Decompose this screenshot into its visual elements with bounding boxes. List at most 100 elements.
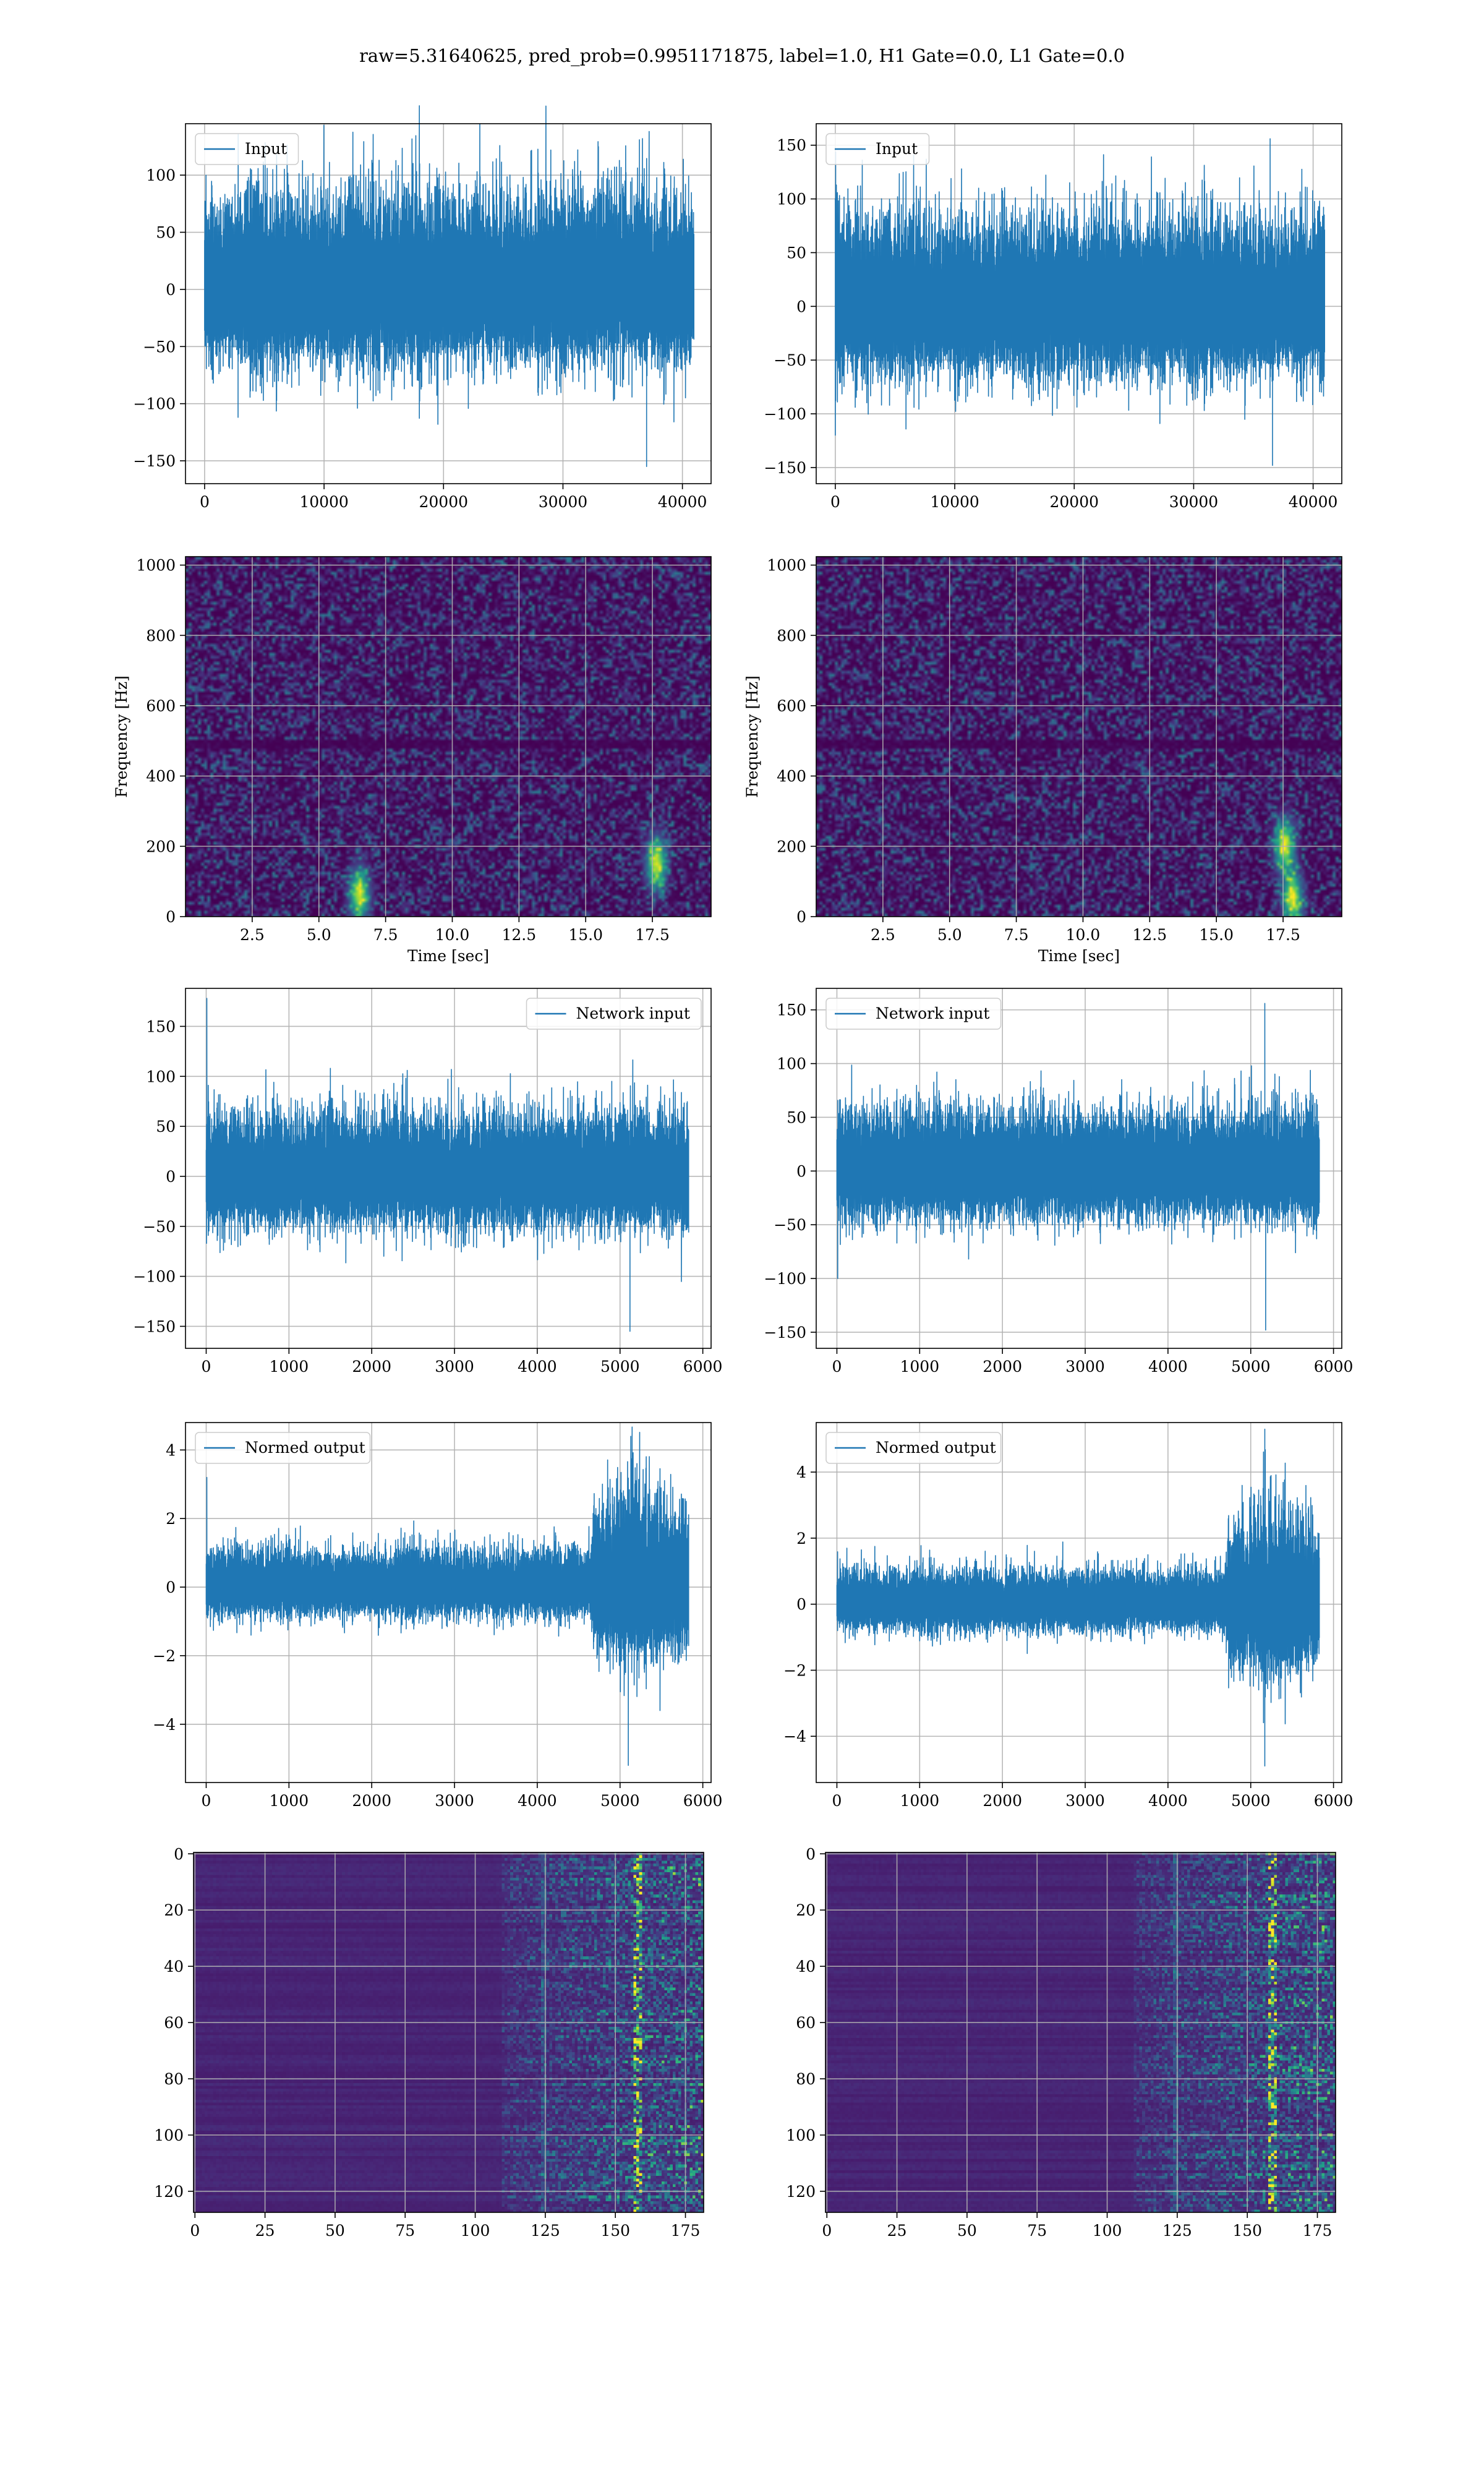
normed-h1-xtick-label-1: 1000 [270, 1792, 309, 1810]
normed-l1-xtick-label-4: 4000 [1148, 1792, 1188, 1810]
normed-h1-axes: 0 1000 2000 3000 4000 5000 6000 −4 −2 0 2 4 Normed o… [153, 1422, 723, 1810]
normed-l1-frame [816, 1422, 1342, 1783]
normed-h1-xtick-label-3: 3000 [435, 1792, 474, 1810]
spec-h1-ytick-label-4: 800 [146, 627, 176, 644]
features-h1-frame [193, 1852, 704, 2213]
netinput-h1-ytick-label-4: 50 [156, 1118, 176, 1136]
features-l1-ytick-label-2: 40 [796, 1958, 816, 1975]
spec-h1-xtick-label-3: 10.0 [435, 926, 470, 944]
spec-h1-xlabel: Time [sec] [407, 947, 489, 965]
normed-l1-xtick-label-0: 0 [832, 1792, 842, 1810]
input-h1-ytick-label-4: 50 [156, 224, 176, 242]
features-l1-ytick-label-6: 120 [786, 2183, 816, 2201]
netinput-l1-xtick-label-4: 4000 [1148, 1358, 1188, 1376]
features-h1-xtick-label-0: 0 [190, 2222, 200, 2240]
input-l1-xtick-label-2: 20000 [1050, 493, 1099, 511]
netinput-l1-axes: 0 1000 2000 3000 4000 5000 6000 −150 −100 −50 0 50 1… [764, 988, 1353, 1376]
spec-l1-ylabel: Frequency [Hz] [743, 675, 761, 798]
spec-h1-xtick-label-1: 5.0 [307, 926, 331, 944]
netinput-h1-xtick-label-3: 3000 [435, 1358, 474, 1376]
spec-h1-xtick-label-4: 12.5 [502, 926, 537, 944]
spec-l1-xlabel: Time [sec] [1038, 947, 1120, 965]
normed-l1-ytick-label-4: 4 [796, 1463, 806, 1481]
netinput-l1-xtick-label-0: 0 [832, 1358, 842, 1376]
input-l1-axes: 0 10000 20000 30000 40000 −150 −100 −50 0 50 100 15… [764, 123, 1342, 511]
input-h1-ytick-label-3: 0 [166, 281, 176, 299]
normed-h1-xtick-label-5: 5000 [600, 1792, 640, 1810]
netinput-h1-ytick-label-1: −100 [133, 1268, 176, 1286]
netinput-h1-ytick-label-0: −150 [133, 1317, 176, 1335]
spec-l1-xtick-label-5: 15.0 [1199, 926, 1234, 944]
netinput-h1-axes: 0 1000 2000 3000 4000 5000 6000 −150 −100 −50 0 50 1… [133, 988, 722, 1376]
spec-l1-ytick-label-2: 400 [777, 768, 806, 785]
normed-h1-legend-box [195, 1432, 371, 1464]
normed-h1-ytick-label-3: 2 [166, 1510, 176, 1528]
input-l1-xtick-label-0: 0 [830, 493, 840, 511]
input-h1-axes: 0 10000 20000 30000 40000 −150 −100 −50 0 50 100 In… [133, 105, 712, 511]
features-l1-xtick-label-7: 175 [1303, 2222, 1333, 2240]
features-h1-ytick-label-1: 20 [164, 1901, 184, 1919]
netinput-h1-xtick-label-1: 1000 [270, 1358, 309, 1376]
normed-h1-series-line [205, 1426, 689, 1766]
netinput-l1-xtick-label-1: 1000 [900, 1358, 940, 1376]
features-l1-xtick-label-6: 150 [1232, 2222, 1262, 2240]
normed-l1-xtick-label-5: 5000 [1231, 1792, 1271, 1810]
features-h1-ytick-label-6: 120 [154, 2183, 184, 2201]
spec-h1-ytick-label-3: 600 [146, 697, 176, 715]
input-h1-ytick-label-5: 100 [146, 166, 176, 184]
netinput-h1-ytick-label-6: 150 [146, 1017, 176, 1035]
features-h1-ytick-label-2: 40 [164, 1958, 184, 1975]
spec-h1-axes: 2.5 5.0 7.5 10.0 12.5 15.0 17.5 0 200 400 600 800 10… [113, 556, 712, 965]
normed-h1-xtick-label-0: 0 [202, 1792, 211, 1810]
features-l1-ytick-label-5: 100 [786, 2126, 816, 2144]
spec-l1-ytick-label-1: 200 [777, 837, 806, 855]
features-h1-ytick-label-5: 100 [154, 2126, 184, 2144]
netinput-l1-xtick-label-3: 3000 [1065, 1358, 1105, 1376]
features-h1-ytick-label-3: 60 [164, 2014, 184, 2032]
netinput-l1-ytick-label-2: −50 [774, 1216, 806, 1234]
spec-l1-xtick-label-6: 17.5 [1266, 926, 1300, 944]
features-l1-ytick-label-3: 60 [796, 2014, 816, 2032]
features-l1-xtick-label-0: 0 [822, 2222, 832, 2240]
spec-h1-ylabel: Frequency [Hz] [113, 675, 130, 798]
input-h1-legend-label: Input [245, 140, 287, 158]
netinput-h1-legend-box [526, 998, 702, 1030]
features-l1-axes: 0 25 50 75 100 125 150 175 0 20 40 60 80 100 120 [786, 1845, 1336, 2240]
features-l1-xtick-label-3: 75 [1027, 2222, 1047, 2240]
netinput-h1-ytick-label-3: 0 [166, 1168, 176, 1186]
netinput-l1-xtick-label-6: 6000 [1314, 1358, 1354, 1376]
input-l1-ytick-label-4: 50 [787, 244, 806, 262]
features-h1-xtick-label-1: 25 [255, 2222, 275, 2240]
features-l1-frame [825, 1852, 1336, 2213]
netinput-h1-xtick-label-4: 4000 [518, 1358, 557, 1376]
netinput-l1-series-line [836, 1003, 1320, 1331]
features-h1-xtick-label-7: 175 [671, 2222, 701, 2240]
netinput-h1-xtick-label-6: 6000 [683, 1358, 723, 1376]
normed-h1-frame [185, 1422, 712, 1783]
input-l1-ytick-label-1: −100 [764, 405, 806, 423]
netinput-l1-xtick-label-5: 5000 [1231, 1358, 1271, 1376]
spec-l1-ytick-label-5: 1000 [767, 557, 806, 575]
normed-l1-xtick-label-1: 1000 [900, 1792, 940, 1810]
spec-h1-ytick-label-2: 400 [146, 768, 176, 785]
normed-h1-xtick-label-4: 4000 [518, 1792, 557, 1810]
normed-l1-xtick-label-3: 3000 [1065, 1792, 1105, 1810]
features-h1-xtick-label-4: 100 [461, 2222, 490, 2240]
netinput-h1-series-line [205, 998, 689, 1332]
normed-h1-ytick-label-0: −4 [153, 1716, 176, 1734]
normed-h1-xtick-label-6: 6000 [683, 1792, 723, 1810]
spec-l1-axes: 2.5 5.0 7.5 10.0 12.5 15.0 17.5 0 200 400 600 800 10… [743, 556, 1342, 965]
features-l1-ytick-label-1: 20 [796, 1901, 816, 1919]
subplot-grid: 0 10000 20000 30000 40000−150−100−50050100In… [113, 105, 1353, 2240]
features-h1-xtick-label-6: 150 [600, 2222, 630, 2240]
normed-h1-xtick-label-2: 2000 [352, 1792, 391, 1810]
features-l1-xtick-label-1: 25 [887, 2222, 907, 2240]
input-l1-ytick-label-2: −50 [774, 351, 806, 369]
input-h1-frame [185, 123, 712, 484]
features-l1-xtick-label-4: 100 [1093, 2222, 1122, 2240]
features-h1-feature-image [194, 1852, 704, 2212]
spec-l1-spectrogram-image [816, 557, 1342, 917]
netinput-h1-xtick-label-5: 5000 [600, 1358, 640, 1376]
normed-l1-ytick-label-0: −4 [783, 1727, 806, 1745]
input-h1-ytick-label-0: −150 [133, 452, 176, 470]
